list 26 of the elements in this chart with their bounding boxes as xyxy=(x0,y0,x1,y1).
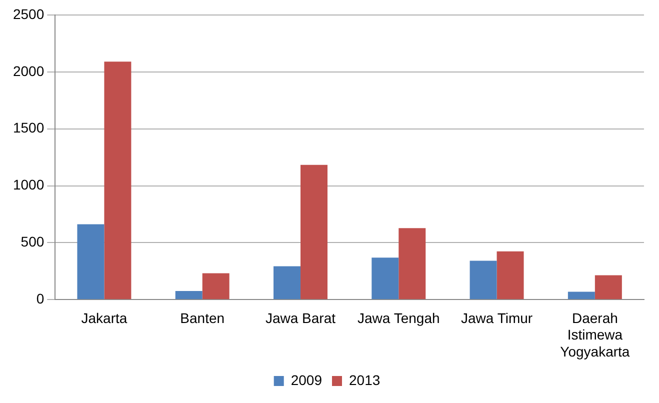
bar xyxy=(398,228,426,300)
bar xyxy=(496,251,524,300)
x-tick-label: Jawa Tengah xyxy=(358,310,440,326)
legend-label: 2009 xyxy=(290,372,322,388)
x-tick-label: Banten xyxy=(180,310,225,326)
y-tick-label: 500 xyxy=(20,234,44,250)
bar xyxy=(470,260,497,300)
bar xyxy=(594,275,622,300)
legend-label: 2013 xyxy=(349,372,380,388)
x-tick-label: Jakarta xyxy=(81,310,128,326)
y-tick-label: 0 xyxy=(36,290,44,306)
bar xyxy=(202,273,230,300)
x-tick-label: Jawa Barat xyxy=(265,310,336,326)
bar xyxy=(104,62,132,300)
bar xyxy=(568,292,595,300)
bar xyxy=(77,224,104,300)
bar xyxy=(372,258,399,300)
y-tick-label: 1500 xyxy=(12,120,44,136)
bar xyxy=(175,290,202,300)
y-tick-label: 1000 xyxy=(12,176,44,193)
y-tick-label: 2000 xyxy=(12,62,44,79)
y-tick-label: 2500 xyxy=(12,6,44,22)
bar xyxy=(274,266,300,300)
bar xyxy=(300,164,328,300)
x-tick-label: Daerah Istimewa Yogyakarta xyxy=(560,310,630,360)
x-tick-label: Jawa Timur xyxy=(460,310,533,326)
